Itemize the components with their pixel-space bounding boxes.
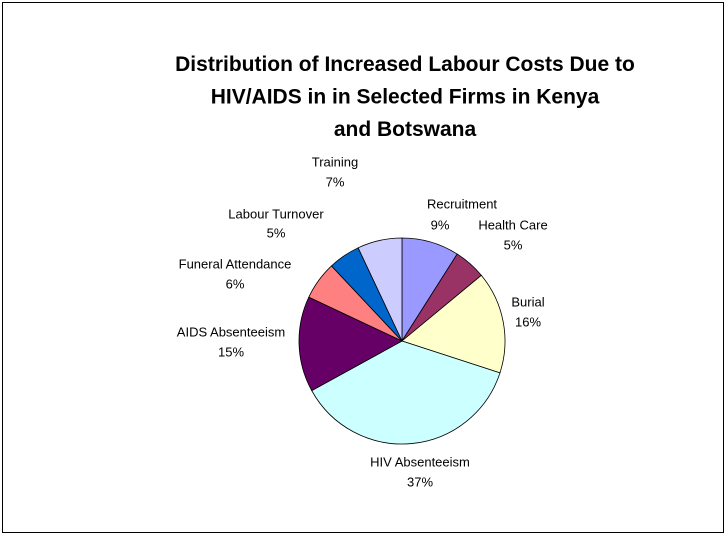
slice-value-label: 5% (267, 225, 286, 240)
pie-slice (401, 274, 506, 374)
slice-value-label: 5% (504, 237, 523, 252)
pie-slice (357, 237, 403, 342)
slice-label: Health Care (478, 217, 547, 232)
pie-slice (311, 340, 501, 445)
slice-label: AIDS Absenteeism (177, 324, 285, 339)
slice-value-label: 16% (515, 314, 541, 329)
slice-label: HIV Absenteeism (370, 454, 470, 469)
slice-value-label: 7% (326, 174, 345, 189)
pie-slice (298, 296, 403, 392)
slice-label: Recruitment (427, 196, 497, 211)
slice-value-label: 37% (407, 474, 433, 489)
slice-value-label: 6% (226, 276, 245, 291)
slice-label: Training (312, 154, 358, 169)
slice-value-label: 9% (431, 217, 450, 232)
slice-label: Funeral Attendance (179, 256, 292, 271)
slice-label: Burial (511, 294, 544, 309)
chart-title: Distribution of Increased Labour Costs D… (175, 53, 635, 141)
slice-value-label: 15% (218, 344, 244, 359)
slice-label: Labour Turnover (228, 206, 324, 221)
